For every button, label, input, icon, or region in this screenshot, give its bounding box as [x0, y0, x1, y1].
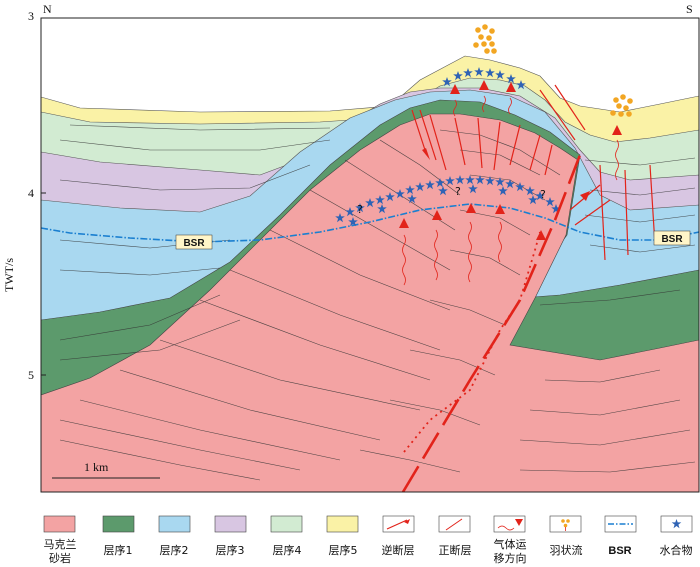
dotted-migration-path: [403, 231, 541, 453]
gas-plume-basin: [610, 94, 633, 117]
question-mark-2: ?: [455, 185, 461, 198]
legend-swatch-sandstone: [43, 515, 76, 533]
legend-label-thrust: 逆断层: [382, 543, 415, 557]
makran-sandstone-body: [41, 113, 699, 492]
legend-hydrate-icon: [660, 515, 693, 533]
north-label: N: [43, 2, 52, 16]
legend-label-bsr: BSR: [608, 545, 631, 557]
question-marks: ? ? ?: [357, 185, 546, 216]
legend-gas-direction-icon: [493, 515, 526, 533]
cross-section-plot: ? ? ?: [41, 18, 699, 492]
legend-label-seq2: 层序2: [160, 543, 189, 557]
question-mark-3: ?: [540, 188, 546, 201]
south-label: S: [686, 2, 693, 16]
gas-migration-paths: [402, 95, 619, 286]
scale-bar-label: 1 km: [84, 460, 109, 474]
legend-label-normal-fault: 正断层: [439, 543, 472, 557]
legend-swatch-seq4: [270, 515, 303, 533]
legend-label-seq1: 层序1: [104, 543, 133, 557]
legend-label-seq5: 层序5: [329, 543, 358, 557]
y-tick-3: 3: [28, 9, 34, 23]
main-thrust-fault: [401, 154, 582, 492]
legend-label-seq4: 层序4: [273, 543, 302, 557]
legend-swatch-seq1: [102, 515, 135, 533]
normal-faults: [411, 84, 656, 261]
legend-swatch-seq3: [214, 515, 247, 533]
legend-label-seq3: 层序3: [216, 543, 245, 557]
legend-swatch-seq2: [158, 515, 191, 533]
legend: 马克兰砂岩 层序1 层序2 层序3 层序4 层序5 逆断层 正断层 气体运移方向…: [43, 515, 693, 565]
legend-label-plume: 羽状流: [550, 543, 583, 557]
legend-label-gas-direction: 气体运移方向: [494, 537, 527, 565]
legend-bsr-icon: [604, 515, 637, 533]
plot-frame: [40, 17, 700, 493]
legend-label-sandstone: 马克兰砂岩: [44, 538, 77, 565]
svg-text:BSR: BSR: [183, 238, 205, 249]
question-mark-1: ?: [357, 203, 363, 216]
legend-swatch-seq5: [326, 515, 359, 533]
bsr-label-left: BSR: [175, 234, 213, 250]
y-tick-5: 5: [28, 368, 34, 382]
scale-bar: 1 km: [52, 460, 160, 479]
legend-thrust-icon: [382, 515, 415, 533]
internal-reflectors: [59, 124, 696, 481]
y-tick-4: 4: [28, 186, 34, 200]
y-axis-label: TWT/s: [2, 258, 16, 292]
bsr-reflector: [41, 203, 699, 243]
gas-plume-crest: [473, 24, 497, 54]
svg-text:BSR: BSR: [661, 234, 683, 245]
legend-normal-fault-icon: [438, 515, 471, 533]
legend-plume-icon: [549, 515, 582, 533]
legend-label-hydrate: 水合物: [660, 543, 693, 557]
gas-arrowheads: [399, 80, 622, 240]
bsr-label-right: BSR: [653, 230, 691, 246]
